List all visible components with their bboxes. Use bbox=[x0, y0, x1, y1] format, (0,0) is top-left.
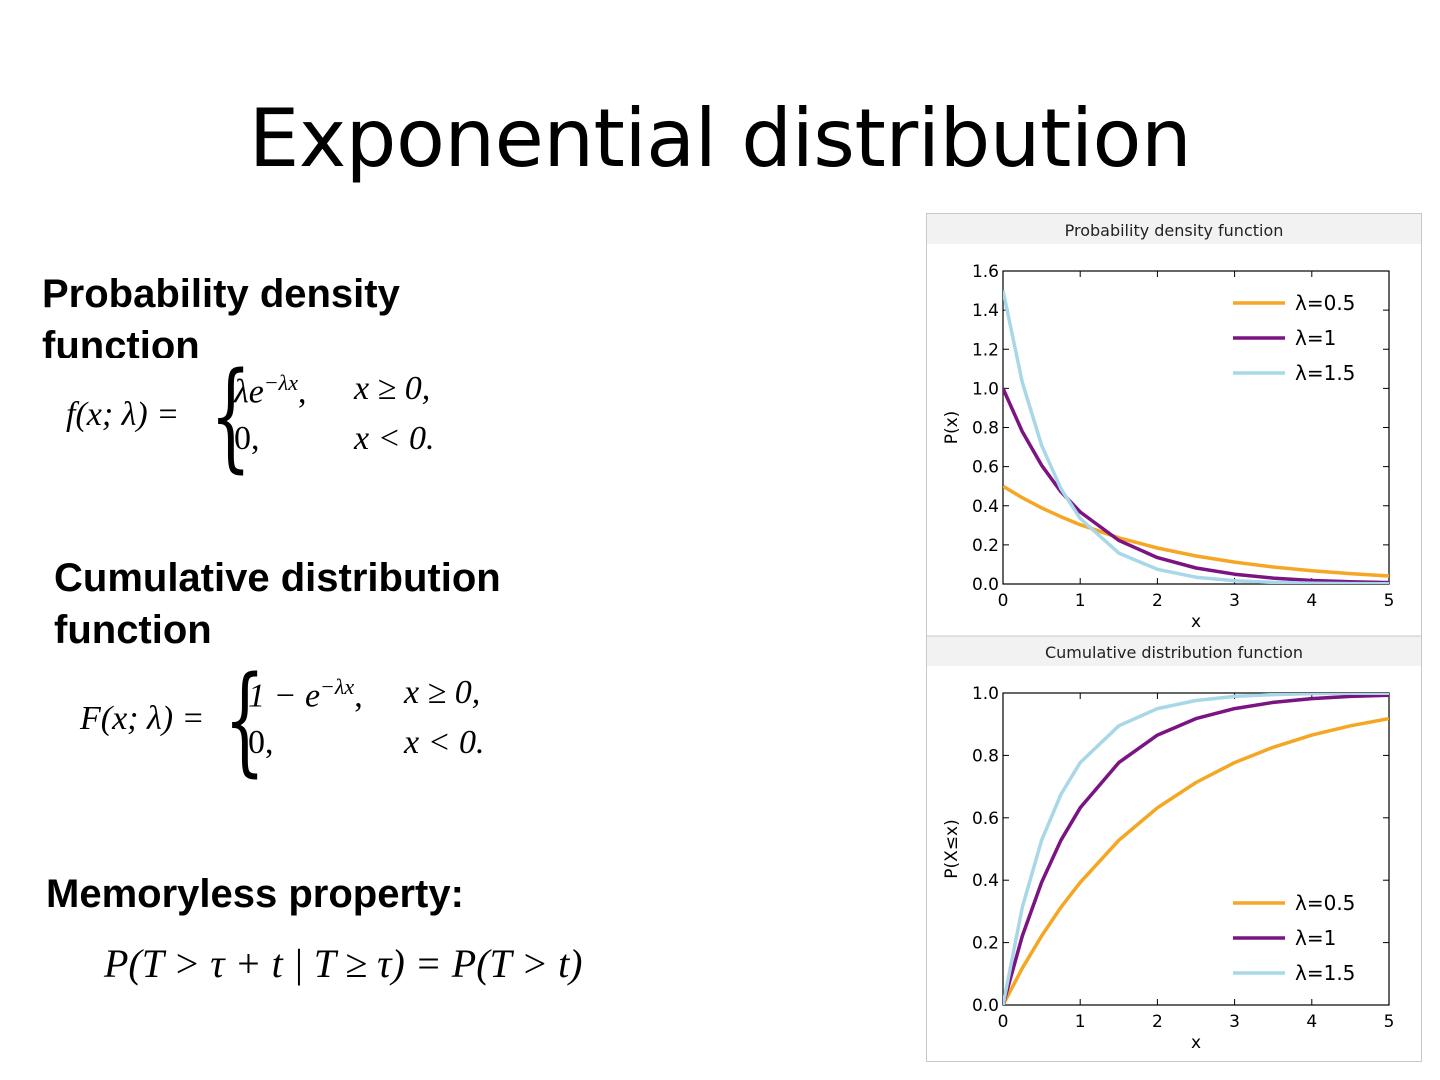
x-tick-label: 5 bbox=[1384, 1012, 1395, 1032]
cdf-case1-cond: x ≥ 0, bbox=[404, 674, 481, 711]
legend-label: λ=1.5 bbox=[1295, 361, 1355, 385]
series-line-1 bbox=[1003, 484, 1389, 578]
y-tick-label: 0.6 bbox=[972, 809, 999, 829]
pdf-case2-cond: x < 0. bbox=[354, 420, 435, 457]
x-tick-label: 4 bbox=[1306, 1012, 1317, 1032]
chart-title: Cumulative distribution function bbox=[1045, 643, 1303, 662]
x-axis-label: x bbox=[1191, 612, 1201, 632]
pdf-heading: Probability density function bbox=[42, 272, 400, 358]
y-tick-label: 0.8 bbox=[972, 746, 999, 766]
cdf-case1-comma: , bbox=[354, 677, 363, 715]
x-tick-label: 4 bbox=[1306, 591, 1317, 611]
legend-label: λ=0.5 bbox=[1295, 891, 1355, 915]
cdf-heading: Cumulative distribution function bbox=[54, 556, 501, 652]
y-tick-label: 0.0 bbox=[972, 996, 999, 1016]
pdf-formula-case1: λe−λx, bbox=[234, 370, 306, 411]
y-axis-label: P(X≤x) bbox=[942, 819, 962, 878]
x-tick-label: 1 bbox=[1075, 1012, 1086, 1032]
x-axis-label: x bbox=[1191, 1033, 1201, 1053]
y-tick-label: 1.2 bbox=[972, 340, 999, 360]
legend-label: λ=0.5 bbox=[1295, 291, 1355, 315]
cdf-formula-case1: 1 − e−λx, bbox=[248, 674, 363, 715]
y-tick-label: 0.2 bbox=[972, 934, 999, 954]
chart-title: Probability density function bbox=[1065, 221, 1284, 240]
series-line-2 bbox=[1003, 693, 1389, 1005]
legend-label: λ=1.5 bbox=[1295, 961, 1355, 985]
y-tick-label: 0.6 bbox=[972, 458, 999, 478]
memory-heading: Memoryless property: bbox=[46, 872, 464, 916]
y-tick-label: 1.0 bbox=[972, 379, 999, 399]
cdf-case1-sup: −λx bbox=[320, 674, 355, 699]
y-axis-label: P(x) bbox=[942, 411, 962, 445]
legend-label: λ=1 bbox=[1295, 326, 1336, 350]
pdf-formula-lhs: f(x; λ) = bbox=[66, 396, 180, 433]
y-tick-label: 0.4 bbox=[972, 497, 999, 517]
y-tick-label: 0.0 bbox=[972, 575, 999, 595]
chart-title-band bbox=[927, 214, 1421, 244]
x-tick-label: 0 bbox=[998, 591, 1009, 611]
pdf-case1-comma: , bbox=[297, 373, 307, 411]
pdf-case2-expr: 0, bbox=[234, 420, 260, 457]
chart-cdf: Cumulative distribution function 0 1 2 3 4 5 0.… bbox=[927, 635, 1421, 1053]
y-tick-label: 0.8 bbox=[972, 419, 999, 439]
x-tick-label: 2 bbox=[1152, 1012, 1163, 1032]
plot-frame bbox=[1002, 270, 1390, 585]
x-tick-label: 3 bbox=[1229, 1012, 1240, 1032]
x-tick-label: 2 bbox=[1152, 591, 1163, 611]
charts-svg: Probability density function 0 1 2 3 4 5 0.0 0.2… bbox=[927, 214, 1421, 1053]
y-tick-label: 0.4 bbox=[972, 871, 999, 891]
charts-panel: Probability density function 0 1 2 3 4 5 0.0 0.2… bbox=[926, 213, 1422, 1062]
plot-frame bbox=[1002, 692, 1390, 1006]
legend-label: λ=1 bbox=[1295, 926, 1336, 950]
x-tick-label: 3 bbox=[1229, 591, 1240, 611]
cdf-formula-brace: { bbox=[224, 650, 266, 788]
cdf-formula-lhs: F(x; λ) = bbox=[80, 700, 205, 737]
pdf-case1-cond: x ≥ 0, bbox=[354, 370, 431, 407]
series-line-3 bbox=[1003, 693, 1389, 1005]
x-tick-label: 5 bbox=[1384, 591, 1395, 611]
memory-formula: P(T > τ + t | T ≥ τ) = P(T > t) bbox=[104, 941, 583, 986]
chart-title-band bbox=[927, 636, 1421, 666]
cdf-case1-expr: 1 − e bbox=[248, 677, 321, 715]
pdf-formula-brace: { bbox=[210, 346, 252, 484]
y-tick-label: 1.6 bbox=[972, 262, 999, 282]
y-tick-label: 0.2 bbox=[972, 536, 999, 556]
y-tick-label: 1.0 bbox=[972, 684, 999, 704]
x-tick-label: 0 bbox=[998, 1012, 1009, 1032]
chart-pdf: Probability density function 0 1 2 3 4 5 0.0 0.2… bbox=[927, 214, 1421, 632]
slide-title: Exponential distribution bbox=[248, 92, 1192, 185]
y-tick-label: 1.4 bbox=[972, 301, 999, 321]
cdf-case2-cond: x < 0. bbox=[404, 724, 485, 761]
cdf-case2-expr: 0, bbox=[248, 724, 274, 761]
pdf-case1-expr: λe bbox=[234, 373, 264, 411]
x-tick-label: 1 bbox=[1075, 591, 1086, 611]
pdf-case1-sup: −λx bbox=[263, 370, 298, 395]
